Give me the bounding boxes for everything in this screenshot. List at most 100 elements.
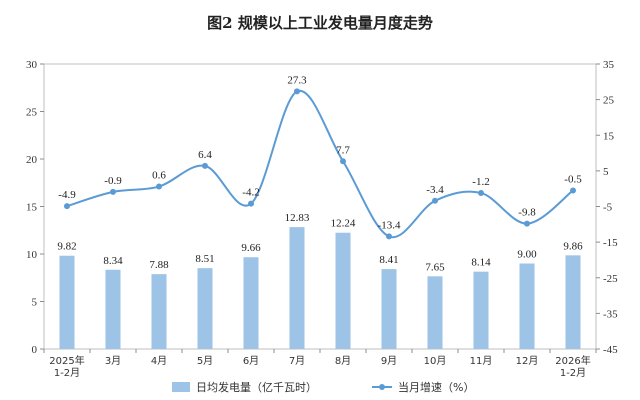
x-axis-category-label: 2026年 1-2月 <box>555 354 590 379</box>
right-axis-tick-label: -5 <box>603 202 613 214</box>
line-point <box>524 220 530 227</box>
bar <box>151 274 167 349</box>
bar-value-label: 9.00 <box>517 249 537 261</box>
line-series <box>64 88 576 240</box>
x-axis-category-label: 11月 <box>470 355 493 367</box>
bar <box>289 227 305 349</box>
line-point <box>294 88 300 95</box>
line-value-label: -9.8 <box>518 207 536 219</box>
bar <box>197 268 213 349</box>
x-axis-category-line: 2026年 <box>555 354 590 367</box>
x-axis-category-line: 11月 <box>470 355 493 367</box>
right-axis-tick-label: 5 <box>603 166 609 178</box>
data-labels: 9.82 8.34 7.88 8.51 9.66 12.83 12.24 8.41 7.65 8.… <box>57 74 583 273</box>
x-axis-category-line: 9月 <box>381 355 397 367</box>
bar-series <box>59 227 581 349</box>
growth-line <box>66 89 574 239</box>
right-axis-tick-label: 35 <box>603 59 615 71</box>
bar-value-label: 8.34 <box>103 255 123 267</box>
bar-value-label: 9.82 <box>57 241 76 253</box>
bar <box>59 255 75 349</box>
x-axis-category-line: 6月 <box>243 355 259 367</box>
left-axis-tick-label: 20 <box>26 154 38 166</box>
line-value-label: 6.4 <box>198 149 212 161</box>
bar-value-label: 8.14 <box>471 257 491 269</box>
x-axis-category-label: 7月 <box>289 355 305 367</box>
bar <box>335 232 351 349</box>
line-point <box>570 187 576 194</box>
x-axis-category-label: 4月 <box>151 355 167 367</box>
bar <box>519 263 535 349</box>
x-axis-category-line: 10月 <box>424 355 447 367</box>
legend-line-label: 当月增速（%） <box>398 380 474 394</box>
legend: 日均发电量（亿千瓦时） 当月增速（%） <box>172 380 474 394</box>
right-axis-tick-label: 25 <box>603 95 615 107</box>
plot-area <box>43 63 597 350</box>
line-point <box>478 189 484 196</box>
legend-bar-swatch <box>172 382 190 392</box>
line-point <box>248 200 254 207</box>
right-axis-tick-label: -35 <box>603 308 618 320</box>
x-axis-category-label: 3月 <box>105 355 121 367</box>
line-point <box>64 203 70 210</box>
bar-value-label: 12.24 <box>331 218 356 230</box>
line-value-label: 27.3 <box>287 74 307 86</box>
x-axis-category-line: 1-2月 <box>560 367 586 379</box>
x-axis-category-label: 8月 <box>335 355 351 367</box>
line-value-label: -4.2 <box>242 187 259 199</box>
x-axis-category-line: 4月 <box>151 355 167 367</box>
left-axis-tick-label: 25 <box>26 107 38 119</box>
right-axis-tick-label: 15 <box>603 130 615 142</box>
x-axis-category-label: 6月 <box>243 355 259 367</box>
bar-value-label: 7.65 <box>425 261 445 273</box>
x-axis-category-line: 8月 <box>335 355 351 367</box>
x-axis-category-line: 12月 <box>516 355 539 367</box>
x-axis-category-label: 2025年 1-2月 <box>49 354 84 379</box>
right-axis-tick-label: -45 <box>603 344 618 356</box>
line-value-label: -0.5 <box>564 173 582 185</box>
line-value-label: -0.9 <box>104 175 122 187</box>
line-point <box>110 188 116 195</box>
left-axis-tick-label: 30 <box>26 59 38 71</box>
x-axis-category-label: 12月 <box>516 355 539 367</box>
right-axis-tick-label: -25 <box>603 273 618 285</box>
x-axis-category-line: 1-2月 <box>54 367 80 379</box>
x-axis-category-line: 2025年 <box>49 354 84 367</box>
right-axis-tick-label: -15 <box>603 237 618 249</box>
legend-line-marker <box>379 384 385 390</box>
line-value-label: -3.4 <box>426 184 444 196</box>
x-axis-category-label: 5月 <box>197 355 213 367</box>
line-value-label: -13.4 <box>378 219 401 231</box>
line-point <box>156 183 162 190</box>
x-axis-category-label: 10月 <box>424 355 447 367</box>
x-axis-category-line: 3月 <box>105 355 121 367</box>
x-axis-category-line: 5月 <box>197 355 213 367</box>
bar <box>105 269 121 349</box>
x-axis-category-label: 9月 <box>381 355 397 367</box>
x-axis-category-line: 7月 <box>289 355 305 367</box>
bar <box>565 255 581 349</box>
line-point <box>432 197 438 204</box>
bar-value-label: 7.88 <box>149 259 169 271</box>
line-value-label: -4.9 <box>58 189 76 201</box>
line-point <box>340 158 346 165</box>
bar-value-label: 12.83 <box>285 212 310 224</box>
line-point <box>202 162 208 169</box>
bar <box>381 269 397 349</box>
legend-bar-label: 日均发电量（亿千瓦时） <box>196 380 317 394</box>
bar-value-label: 9.66 <box>241 242 261 254</box>
left-axis-tick-label: 0 <box>32 344 38 356</box>
line-value-label: -1.2 <box>472 176 489 188</box>
bar-value-label: 8.41 <box>379 254 398 266</box>
line-point <box>386 233 392 240</box>
bar-value-label: 8.51 <box>195 253 214 265</box>
left-axis-tick-label: 5 <box>32 297 38 309</box>
bar <box>473 271 489 349</box>
bar <box>243 257 259 349</box>
left-axis-tick-label: 10 <box>26 249 38 261</box>
line-value-label: 7.7 <box>336 144 350 156</box>
bar <box>427 276 443 349</box>
chart-title: 图2 规模以上工业发电量月度走势 <box>207 14 433 32</box>
